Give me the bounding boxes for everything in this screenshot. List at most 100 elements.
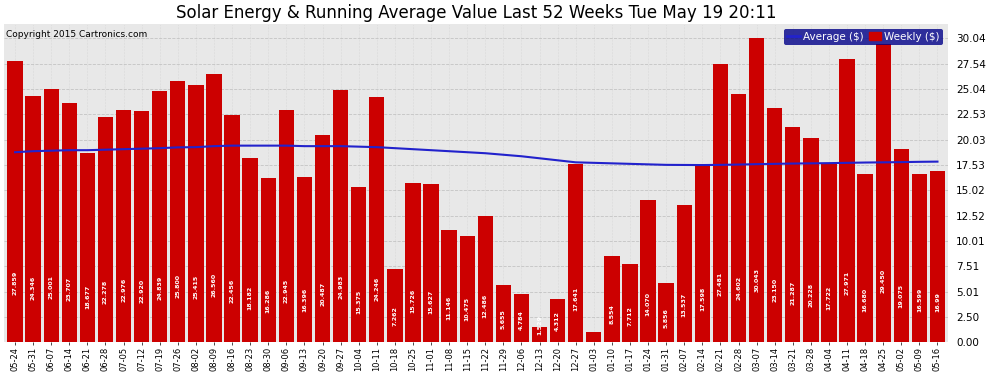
Text: 26.560: 26.560 bbox=[212, 273, 217, 297]
Text: 8.554: 8.554 bbox=[610, 304, 615, 324]
Bar bbox=[785, 127, 801, 342]
Bar bbox=[170, 81, 185, 342]
Bar bbox=[297, 177, 312, 342]
Text: 18.677: 18.677 bbox=[85, 285, 90, 309]
Bar bbox=[532, 327, 547, 342]
Text: 17.722: 17.722 bbox=[827, 286, 832, 310]
Bar bbox=[623, 264, 638, 342]
Text: 27.971: 27.971 bbox=[844, 271, 849, 295]
Text: 24.839: 24.839 bbox=[157, 275, 162, 300]
Text: 20.487: 20.487 bbox=[320, 282, 325, 306]
Bar bbox=[641, 200, 655, 342]
Bar bbox=[44, 90, 58, 342]
Text: 13.537: 13.537 bbox=[682, 292, 687, 317]
Bar bbox=[586, 332, 602, 342]
Text: 24.983: 24.983 bbox=[339, 275, 344, 300]
Title: Solar Energy & Running Average Value Last 52 Weeks Tue May 19 20:11: Solar Energy & Running Average Value Las… bbox=[176, 4, 776, 22]
Bar bbox=[695, 164, 710, 342]
Bar bbox=[278, 110, 294, 342]
Text: 7.262: 7.262 bbox=[392, 306, 397, 326]
Bar bbox=[225, 115, 240, 342]
Bar bbox=[315, 135, 331, 342]
Text: 23.150: 23.150 bbox=[772, 278, 777, 302]
Text: 27.481: 27.481 bbox=[718, 272, 723, 296]
Bar bbox=[894, 149, 909, 342]
Text: 16.599: 16.599 bbox=[917, 288, 922, 312]
Text: 7.712: 7.712 bbox=[628, 306, 633, 326]
Text: Copyright 2015 Cartronics.com: Copyright 2015 Cartronics.com bbox=[6, 30, 148, 39]
Text: 16.286: 16.286 bbox=[265, 288, 270, 313]
Text: 17.598: 17.598 bbox=[700, 286, 705, 310]
Bar bbox=[713, 64, 728, 342]
Text: 22.976: 22.976 bbox=[121, 278, 126, 303]
Bar bbox=[243, 159, 257, 342]
Bar bbox=[568, 164, 583, 342]
Text: 1.529: 1.529 bbox=[537, 315, 543, 335]
Bar bbox=[98, 117, 113, 342]
Text: 16.99: 16.99 bbox=[935, 292, 940, 312]
Bar bbox=[477, 216, 493, 342]
Bar bbox=[767, 108, 782, 342]
Text: 12.486: 12.486 bbox=[483, 294, 488, 318]
Text: 25.001: 25.001 bbox=[49, 275, 53, 299]
Bar bbox=[442, 230, 456, 342]
Bar bbox=[840, 59, 854, 342]
Bar bbox=[550, 299, 565, 342]
Bar bbox=[875, 45, 891, 342]
Text: 11.146: 11.146 bbox=[446, 296, 451, 321]
Text: 20.228: 20.228 bbox=[809, 282, 814, 307]
Text: 25.800: 25.800 bbox=[175, 274, 180, 298]
Text: 5.655: 5.655 bbox=[501, 309, 506, 329]
Bar bbox=[514, 294, 529, 342]
Text: 29.450: 29.450 bbox=[881, 268, 886, 292]
Text: 17.641: 17.641 bbox=[573, 286, 578, 310]
Bar bbox=[134, 111, 149, 342]
Bar bbox=[658, 283, 674, 342]
Bar bbox=[61, 103, 77, 342]
Bar bbox=[79, 153, 95, 342]
Text: 15.375: 15.375 bbox=[356, 290, 361, 314]
Text: 21.287: 21.287 bbox=[790, 281, 795, 305]
Bar bbox=[731, 93, 746, 342]
Text: 10.475: 10.475 bbox=[464, 297, 469, 321]
Bar bbox=[748, 39, 764, 342]
Text: 22.945: 22.945 bbox=[284, 278, 289, 303]
Bar bbox=[260, 178, 276, 342]
Bar bbox=[912, 174, 927, 342]
Text: 24.602: 24.602 bbox=[736, 276, 741, 300]
Text: 4.312: 4.312 bbox=[555, 311, 560, 331]
Legend: Average ($), Weekly ($): Average ($), Weekly ($) bbox=[784, 29, 943, 45]
Bar bbox=[424, 184, 439, 342]
Text: 16.680: 16.680 bbox=[862, 288, 867, 312]
Text: 22.920: 22.920 bbox=[140, 279, 145, 303]
Text: 24.346: 24.346 bbox=[31, 276, 36, 300]
Text: 19.075: 19.075 bbox=[899, 284, 904, 308]
Bar bbox=[351, 187, 366, 342]
Bar bbox=[206, 74, 222, 342]
Bar bbox=[188, 85, 204, 342]
Text: 5.856: 5.856 bbox=[663, 309, 668, 328]
Bar bbox=[405, 183, 421, 342]
Text: 15.627: 15.627 bbox=[429, 290, 434, 314]
Bar bbox=[7, 60, 23, 342]
Bar bbox=[152, 91, 167, 342]
Text: 27.859: 27.859 bbox=[13, 271, 18, 295]
Bar bbox=[803, 138, 819, 342]
Bar bbox=[459, 237, 475, 342]
Bar bbox=[676, 206, 692, 342]
Bar bbox=[604, 256, 620, 342]
Bar bbox=[116, 110, 132, 342]
Bar bbox=[857, 174, 873, 342]
Bar bbox=[26, 96, 41, 342]
Bar bbox=[496, 285, 511, 342]
Text: 23.707: 23.707 bbox=[66, 277, 72, 302]
Text: 25.415: 25.415 bbox=[193, 274, 198, 299]
Text: 4.784: 4.784 bbox=[519, 310, 524, 330]
Bar bbox=[822, 163, 837, 342]
Text: 16.396: 16.396 bbox=[302, 288, 307, 312]
Text: 15.726: 15.726 bbox=[411, 289, 416, 314]
Text: 22.456: 22.456 bbox=[230, 279, 235, 303]
Bar bbox=[387, 269, 403, 342]
Bar bbox=[930, 171, 945, 342]
Text: 30.043: 30.043 bbox=[754, 268, 759, 292]
